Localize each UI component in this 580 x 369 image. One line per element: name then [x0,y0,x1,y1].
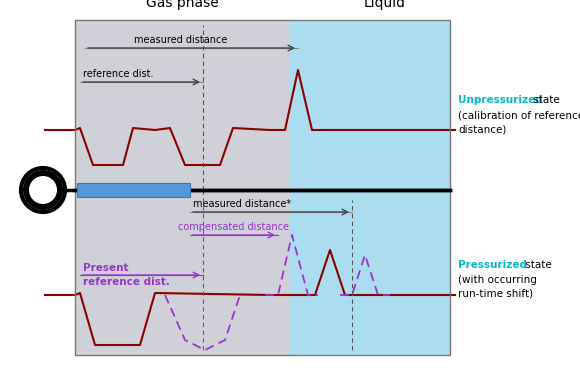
Text: reference dist.: reference dist. [83,69,154,79]
Text: measured distance: measured distance [135,35,228,45]
Text: (calibration of reference: (calibration of reference [458,111,580,121]
Text: Gas phase: Gas phase [146,0,219,10]
Text: reference dist.: reference dist. [83,277,170,287]
Text: distance): distance) [458,125,506,135]
Text: (with occurring: (with occurring [458,275,537,285]
Bar [290,190,450,355]
Text: Pressurized: Pressurized [458,260,527,270]
Text: Unpressurized: Unpressurized [458,95,543,105]
Text: state: state [522,260,552,270]
Bar [75,20,450,355]
Bar [75,20,290,190]
Circle shape [23,170,63,210]
Text: state: state [530,95,560,105]
Text: Liquid: Liquid [364,0,406,10]
Text: measured distance*: measured distance* [193,199,291,209]
Bar [290,20,450,190]
Text: compensated distance: compensated distance [179,222,289,232]
Circle shape [21,168,65,212]
Bar [75,190,290,355]
Circle shape [29,176,57,204]
Bar [77,183,190,197]
Text: run-time shift): run-time shift) [458,289,533,299]
Text: Present: Present [83,263,129,273]
